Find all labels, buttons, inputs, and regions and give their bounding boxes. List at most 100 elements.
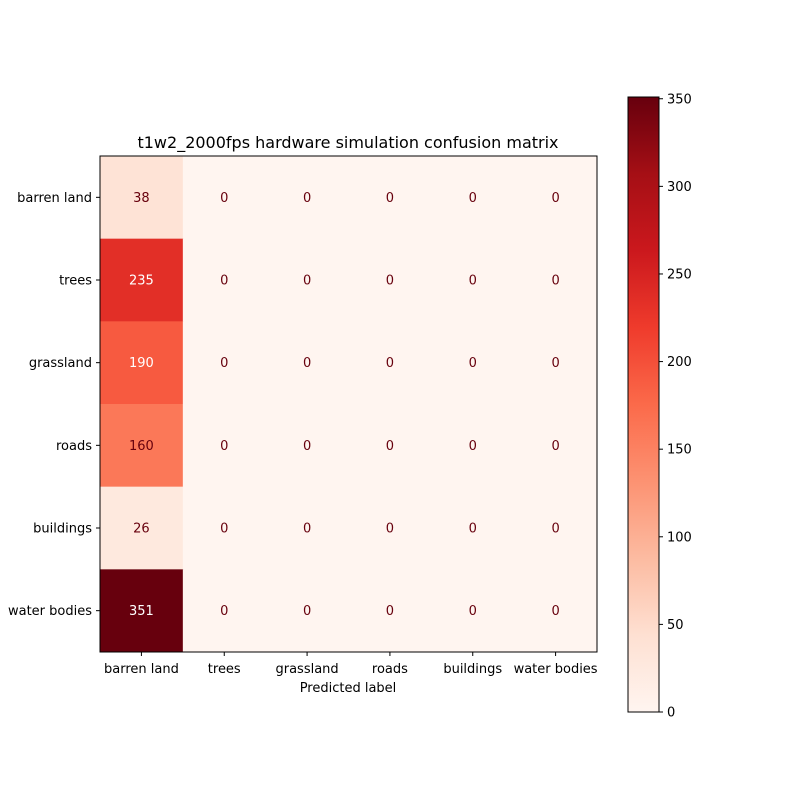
row-tick-labels: barren land trees grassland roads buildings w… bbox=[8, 191, 100, 619]
heatmap-cell bbox=[348, 156, 432, 240]
colorbar-tick-label: 300 bbox=[667, 180, 692, 195]
row-tick-label: roads bbox=[56, 439, 92, 454]
heatmap-cell bbox=[514, 486, 598, 570]
cell-value-label: 0 bbox=[220, 439, 228, 454]
cell-value-label: 351 bbox=[129, 604, 154, 619]
col-tick-label: roads bbox=[372, 662, 408, 677]
x-axis-label: Predicted label bbox=[300, 681, 397, 696]
cell-value-label: 0 bbox=[386, 439, 394, 454]
cell-value-label: 0 bbox=[469, 439, 477, 454]
cell-value-label: 26 bbox=[133, 522, 150, 537]
cell-value-label: 0 bbox=[386, 604, 394, 619]
row-tick-label: water bodies bbox=[8, 604, 92, 619]
heatmap-cell bbox=[348, 321, 432, 405]
colorbar: 0 50 100 150 200 250 300 350 bbox=[627, 92, 692, 721]
colorbar-tick-labels: 0 50 100 150 200 250 300 350 bbox=[659, 92, 692, 721]
row-tick-label: trees bbox=[59, 274, 92, 289]
heatmap-cell bbox=[514, 238, 598, 322]
cell-value-label: 0 bbox=[303, 604, 311, 619]
heatmap-cells: 38 0 0 0 0 0 235 0 0 0 0 0 190 0 0 0 0 0 160 0 0 0 0 0 26 0 0 0 0 0 35… bbox=[100, 156, 598, 653]
heatmap-cell bbox=[100, 404, 184, 488]
heatmap-cell bbox=[265, 156, 349, 240]
heatmap-cell bbox=[182, 321, 267, 405]
colorbar-tick-label: 250 bbox=[667, 267, 692, 282]
heatmap-cell bbox=[514, 156, 598, 240]
heatmap-cell bbox=[100, 321, 184, 405]
cell-value-label: 0 bbox=[469, 604, 477, 619]
col-tick-label: water bodies bbox=[514, 662, 598, 677]
cell-value-label: 0 bbox=[469, 274, 477, 289]
cell-value-label: 0 bbox=[220, 191, 228, 206]
cell-value-label: 0 bbox=[220, 522, 228, 537]
heatmap-cell bbox=[514, 569, 598, 653]
heatmap-cell bbox=[431, 404, 515, 488]
cell-value-label: 0 bbox=[551, 604, 559, 619]
heatmap-cell bbox=[100, 569, 184, 653]
heatmap-cell bbox=[182, 238, 267, 322]
col-tick-label: grassland bbox=[275, 662, 338, 677]
heatmap-cell bbox=[100, 156, 184, 240]
cell-value-label: 0 bbox=[469, 356, 477, 371]
cell-value-label: 0 bbox=[386, 274, 394, 289]
heatmap-cell bbox=[182, 486, 267, 570]
cell-value-label: 190 bbox=[129, 356, 154, 371]
cell-value-label: 0 bbox=[303, 356, 311, 371]
cell-value-label: 0 bbox=[386, 522, 394, 537]
heatmap-cell bbox=[431, 238, 515, 322]
heatmap-cell bbox=[348, 404, 432, 488]
cell-value-label: 235 bbox=[129, 274, 154, 289]
heatmap-cell bbox=[348, 486, 432, 570]
colorbar-tick-label: 350 bbox=[667, 92, 692, 107]
cell-value-label: 0 bbox=[551, 439, 559, 454]
heatmap-cell bbox=[431, 321, 515, 405]
plot-frame bbox=[99, 155, 598, 653]
colorbar-gradient bbox=[627, 96, 660, 713]
cell-value-label: 0 bbox=[386, 356, 394, 371]
heatmap-cell bbox=[431, 156, 515, 240]
heatmap-cell bbox=[265, 238, 349, 322]
cell-value-label: 160 bbox=[129, 439, 154, 454]
colorbar-tick-label: 100 bbox=[667, 530, 692, 545]
cell-value-label: 0 bbox=[551, 274, 559, 289]
chart-title: t1w2_2000fps hardware simulation confusi… bbox=[137, 133, 558, 153]
heatmap-cell bbox=[182, 156, 267, 240]
cell-value-label: 0 bbox=[551, 356, 559, 371]
heatmap-cell bbox=[182, 569, 267, 653]
heatmap-cell bbox=[265, 569, 349, 653]
colorbar-tick-label: 150 bbox=[667, 443, 692, 458]
heatmap-cell bbox=[431, 486, 515, 570]
cell-value-label: 38 bbox=[133, 191, 150, 206]
row-tick-label: barren land bbox=[17, 191, 92, 206]
col-tick-labels: barren land trees grassland roads buildings w… bbox=[104, 652, 598, 677]
cell-value-label: 0 bbox=[551, 522, 559, 537]
col-tick-label: trees bbox=[208, 662, 241, 677]
heatmap-cell bbox=[265, 404, 349, 488]
cell-value-label: 0 bbox=[551, 191, 559, 206]
cell-value-label: 0 bbox=[386, 191, 394, 206]
cell-value-label: 0 bbox=[303, 522, 311, 537]
heatmap-cell bbox=[100, 238, 184, 322]
colorbar-tick-label: 50 bbox=[667, 618, 684, 633]
cell-value-label: 0 bbox=[220, 274, 228, 289]
cell-value-label: 0 bbox=[303, 439, 311, 454]
colorbar-tick-label: 200 bbox=[667, 355, 692, 370]
heatmap-cell bbox=[100, 486, 184, 570]
cell-value-label: 0 bbox=[303, 191, 311, 206]
heatmap-cell bbox=[348, 238, 432, 322]
heatmap-cell bbox=[265, 321, 349, 405]
heatmap-cell bbox=[265, 486, 349, 570]
heatmap-cell bbox=[514, 404, 598, 488]
cell-value-label: 0 bbox=[220, 604, 228, 619]
cell-value-label: 0 bbox=[469, 522, 477, 537]
cell-value-label: 0 bbox=[469, 191, 477, 206]
col-tick-label: buildings bbox=[443, 662, 502, 677]
colorbar-tick-label: 0 bbox=[667, 706, 675, 721]
heatmap-cell bbox=[182, 404, 267, 488]
row-tick-label: buildings bbox=[33, 522, 92, 537]
col-tick-label: barren land bbox=[104, 662, 179, 677]
row-tick-label: grassland bbox=[29, 356, 92, 371]
heatmap-cell bbox=[431, 569, 515, 653]
cell-value-label: 0 bbox=[220, 356, 228, 371]
heatmap-cell bbox=[514, 321, 598, 405]
